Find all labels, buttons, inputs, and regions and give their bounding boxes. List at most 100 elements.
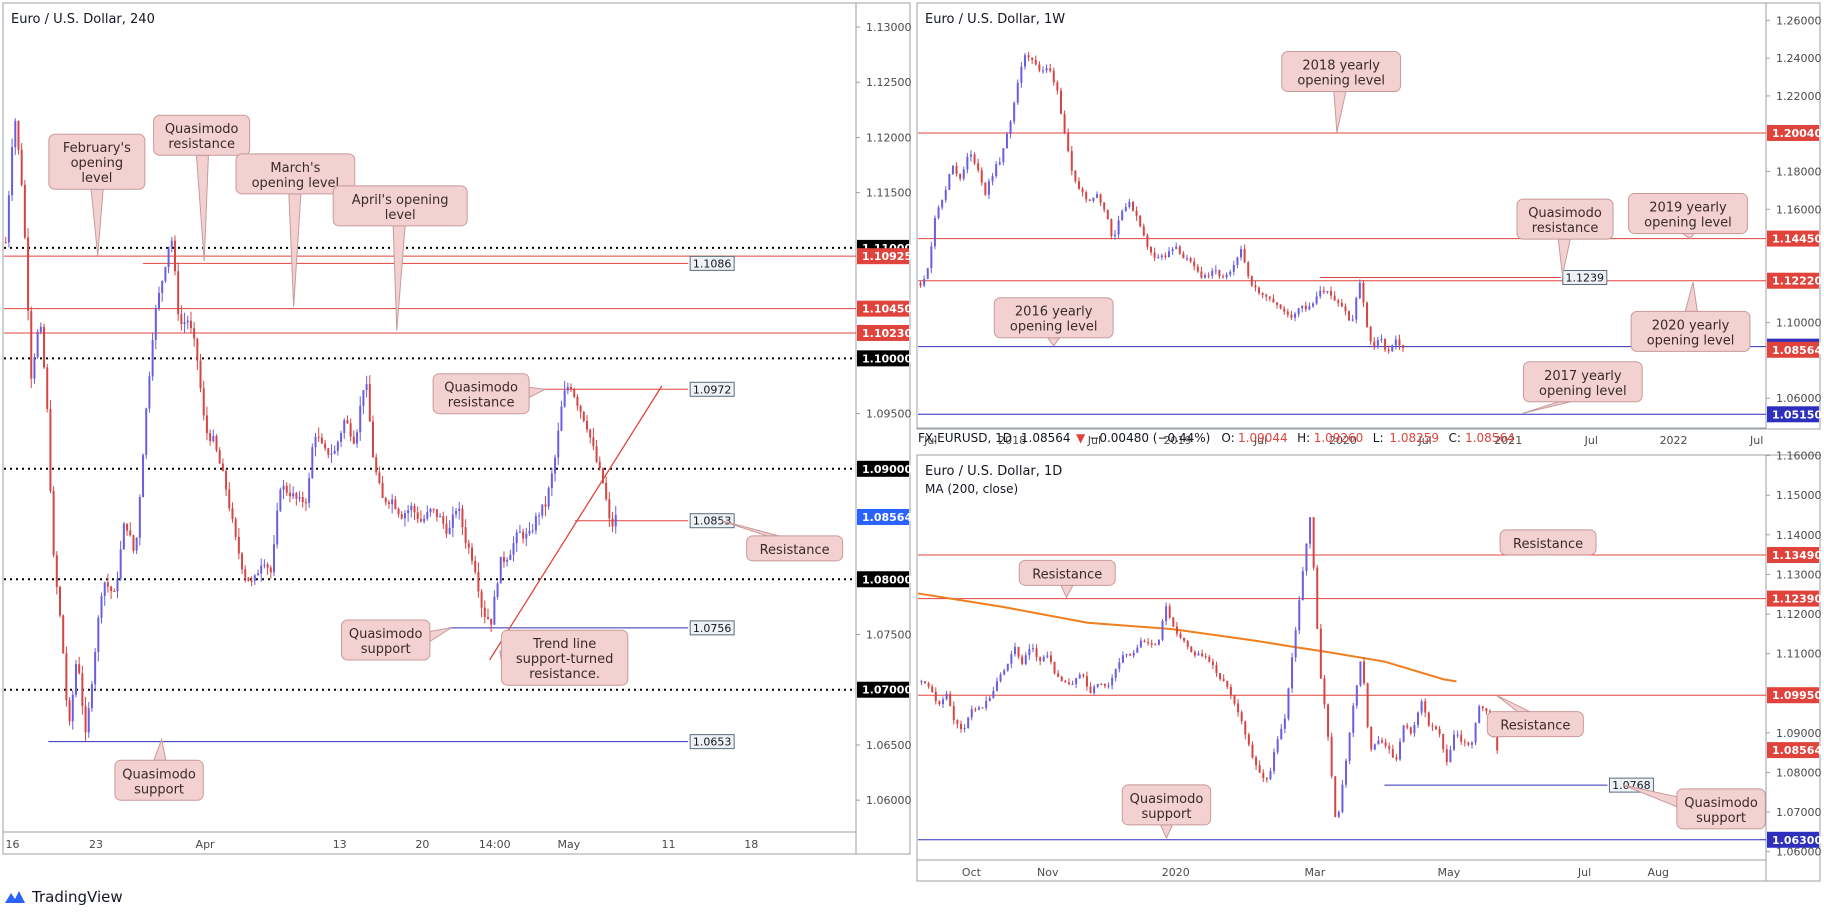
candle-down [78, 664, 81, 674]
candle-down [974, 709, 977, 711]
candle-down [1100, 684, 1103, 686]
callout-text: Quasimodo [1528, 206, 1602, 221]
y-tick-label: 1.10000 [1776, 317, 1822, 330]
candle-up [429, 508, 432, 513]
candle-up [506, 559, 509, 562]
callout-text: opening level [1297, 74, 1385, 89]
candle-down [1250, 276, 1253, 286]
candle-down [919, 282, 922, 286]
tradingview-logo[interactable]: TradingView [4, 888, 123, 906]
candle-up [362, 390, 365, 406]
candle-up [1121, 211, 1124, 221]
candle-up [170, 240, 173, 247]
candle-down [349, 423, 352, 437]
candle-down [234, 518, 237, 537]
candle-up [183, 322, 186, 325]
plot-area [4, 118, 856, 743]
candle-up [1023, 55, 1026, 67]
candle-down [1218, 270, 1221, 277]
candle-down [301, 497, 304, 503]
price-tag-label: 1.12220 [1772, 275, 1822, 288]
candle-up [963, 727, 966, 729]
candle-down [1172, 617, 1175, 627]
callout-text: Quasimodo [349, 627, 423, 642]
candle-up [122, 523, 125, 550]
candle-up [1294, 630, 1297, 658]
candle-up [1269, 771, 1272, 780]
candle-down [1247, 734, 1250, 745]
candle-up [1229, 271, 1232, 275]
callout-text: 2019 yearly [1649, 200, 1727, 215]
candle-up [515, 532, 518, 544]
panel-frame [2, 2, 911, 855]
candle-up [407, 510, 410, 514]
candle-up [1041, 70, 1044, 72]
candle-down [522, 531, 525, 539]
candle-down [432, 508, 435, 510]
candle-up [336, 441, 339, 451]
x-tick-label: Jul [1253, 434, 1267, 447]
candle-up [1377, 740, 1380, 745]
callout-text: Resistance [1500, 719, 1570, 734]
candle-down [27, 237, 30, 311]
candle-down [1276, 302, 1279, 305]
candle-up [991, 176, 994, 182]
candle-down [1099, 194, 1102, 203]
candle-down [1384, 339, 1387, 350]
callout-text: support [1142, 807, 1192, 822]
candle-down [1366, 302, 1369, 327]
x-tick-label: Jul [1087, 434, 1101, 447]
candle-up [518, 531, 521, 533]
candle-up [439, 516, 442, 518]
candle-up [1046, 655, 1049, 657]
candle-down [592, 437, 595, 447]
x-tick-label: Mar [1304, 866, 1325, 879]
candle-down [1183, 637, 1186, 641]
y-tick-label: 1.11000 [1776, 648, 1822, 661]
panel-title: Euro / U.S. Dollar, 1D [925, 464, 1062, 479]
candle-down [1027, 55, 1030, 58]
candle-down [461, 508, 464, 528]
x-tick-label: 20 [415, 838, 429, 851]
candle-down [20, 149, 23, 185]
candle-down [579, 405, 582, 412]
candle-down [1149, 246, 1152, 253]
candle-down [1142, 226, 1145, 236]
candle-up [1417, 712, 1420, 726]
candle-up [566, 386, 569, 391]
price-tag-label: 1.09950 [1772, 689, 1822, 702]
candle-up [1118, 662, 1121, 669]
level-value-box [689, 255, 735, 271]
candle-down [1463, 741, 1466, 743]
candle-down [1031, 57, 1034, 60]
y-tick-label: 1.13000 [866, 21, 912, 34]
candle-up [1449, 749, 1452, 763]
candle-down [1190, 646, 1193, 652]
candle-down [1348, 311, 1351, 321]
candle-up [260, 565, 263, 574]
candle-down [1384, 742, 1387, 747]
candle-up [614, 514, 617, 527]
callout-text: opening level [1539, 384, 1627, 399]
candle-up [292, 493, 295, 497]
candle-down [1056, 82, 1059, 91]
candle-up [1232, 264, 1235, 272]
candle-down [1481, 706, 1484, 709]
y-tick-label: 1.09000 [1776, 727, 1822, 740]
candle-down [1193, 261, 1196, 267]
candle-up [1359, 661, 1362, 686]
candle-down [1344, 306, 1347, 312]
candle-up [1351, 319, 1354, 321]
candle-up [119, 549, 122, 579]
price-tag-label: 1.10925 [862, 250, 912, 263]
level-value-box [689, 734, 735, 750]
candle-down [400, 514, 403, 519]
callout-text: Quasimodo [122, 767, 196, 782]
x-tick-label: Jul [1584, 434, 1598, 447]
candle-down [266, 564, 269, 568]
candle-down [1211, 661, 1214, 666]
candle-down [1147, 642, 1150, 644]
candle-down [1366, 683, 1369, 727]
candle-up [403, 513, 406, 519]
